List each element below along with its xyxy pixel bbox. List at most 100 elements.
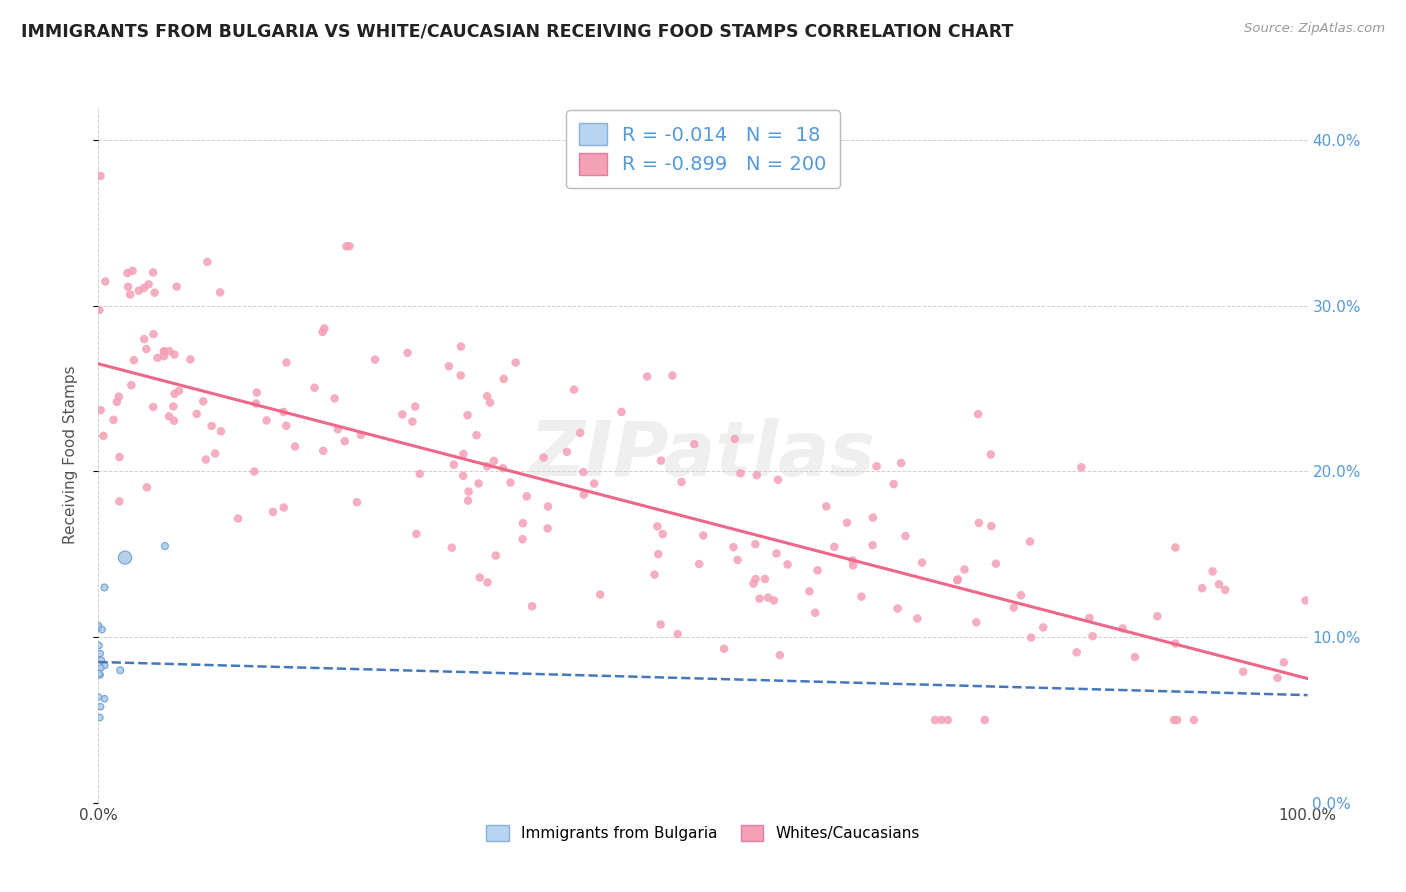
Point [727,553,749,567]
Point [105,395,128,409]
Point [467,476,489,491]
Point [262,505,284,519]
Point [108,663,131,677]
Point [1232,665,1254,679]
Point [984,557,1007,571]
Point [153,344,176,359]
Point [135,480,157,494]
Point [742,576,765,591]
Point [1111,621,1133,635]
Point [323,392,346,406]
Point [936,713,959,727]
Point [688,557,710,571]
Point [980,519,1002,533]
Point [520,599,543,614]
Point [1164,541,1187,555]
Point [451,468,474,483]
Point [815,500,838,514]
Point [157,409,180,424]
Point [1081,629,1104,643]
Point [195,255,218,269]
Point [179,352,201,367]
Point [209,285,232,300]
Point [842,558,865,573]
Point [304,381,326,395]
Point [405,527,427,541]
Y-axis label: Receiving Food Stamps: Receiving Food Stamps [63,366,77,544]
Point [589,588,612,602]
Point [492,372,515,386]
Point [89,169,111,183]
Point [754,572,776,586]
Point [479,395,502,409]
Point [499,475,522,490]
Point [644,567,666,582]
Point [865,459,887,474]
Point [745,468,768,483]
Point [650,453,672,467]
Point [1191,581,1213,595]
Point [276,418,298,433]
Point [114,550,136,565]
Point [835,516,858,530]
Point [453,447,475,461]
Point [724,432,747,446]
Text: ZIPatlas: ZIPatlas [530,418,876,491]
Point [1078,611,1101,625]
Point [108,390,131,404]
Point [132,281,155,295]
Point [153,539,176,553]
Point [485,549,508,563]
Point [1010,588,1032,602]
Point [117,266,139,280]
Point [91,623,114,637]
Point [610,405,633,419]
Point [555,444,578,458]
Point [457,493,479,508]
Point [122,353,145,368]
Point [748,591,770,606]
Text: IMMIGRANTS FROM BULGARIA VS WHITE/CAUCASIAN RECEIVING FOOD STAMPS CORRELATION CH: IMMIGRANTS FROM BULGARIA VS WHITE/CAUCAS… [21,22,1014,40]
Point [194,452,217,467]
Text: Source: ZipAtlas.com: Source: ZipAtlas.com [1244,22,1385,36]
Point [1163,713,1185,727]
Point [335,239,357,253]
Point [273,500,295,515]
Point [163,347,186,361]
Point [569,425,592,440]
Point [333,434,356,449]
Point [1182,713,1205,727]
Point [121,264,143,278]
Point [475,389,498,403]
Point [465,428,488,442]
Point [201,419,224,434]
Point [744,537,766,551]
Point [730,467,752,481]
Point [650,617,672,632]
Point [1267,671,1289,685]
Point [911,556,934,570]
Legend: Immigrants from Bulgaria, Whites/Caucasians: Immigrants from Bulgaria, Whites/Caucasi… [479,819,927,847]
Point [1201,565,1223,579]
Point [756,591,779,605]
Point [894,529,917,543]
Point [108,450,131,464]
Point [766,473,789,487]
Point [769,648,792,662]
Point [93,429,115,443]
Point [953,562,976,576]
Point [90,661,112,675]
Point [364,352,387,367]
Point [647,547,669,561]
Point [1164,637,1187,651]
Point [89,303,111,318]
Point [312,443,335,458]
Point [273,405,295,419]
Point [450,339,472,353]
Point [166,279,188,293]
Point [475,459,498,474]
Point [1002,600,1025,615]
Point [765,546,787,560]
Point [339,239,361,253]
Point [193,394,215,409]
